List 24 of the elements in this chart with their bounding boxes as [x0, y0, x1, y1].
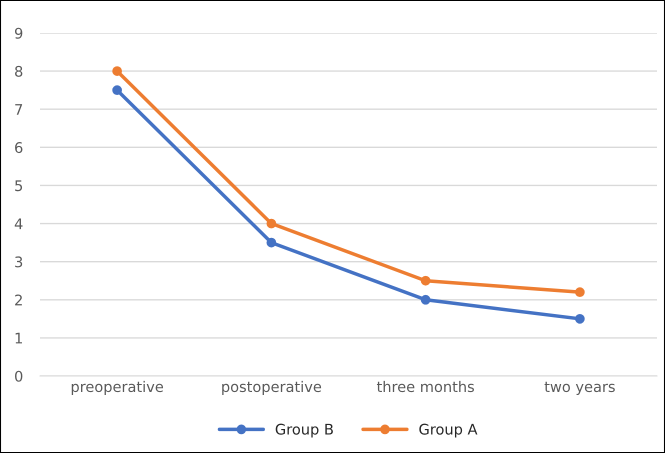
legend-label: Group B — [276, 424, 333, 438]
y-tick-label: 8 — [15, 66, 22, 77]
x-tick-label: two years — [544, 382, 615, 395]
point — [266, 218, 276, 228]
point — [112, 66, 122, 76]
point — [266, 238, 276, 248]
point — [420, 276, 430, 286]
x-tick-label: postoperative — [222, 380, 322, 395]
x-tick-label: preoperative — [72, 380, 164, 395]
x-tick-label: three months — [376, 380, 474, 392]
y-tick-label: 4 — [14, 218, 23, 230]
y-tick-label: 6 — [15, 142, 22, 154]
y-tick-label: 3 — [15, 256, 22, 268]
y-tick-label: 5 — [15, 180, 22, 192]
point — [575, 314, 585, 324]
y-tick-label: 9 — [14, 28, 22, 39]
point — [420, 294, 430, 305]
y-tick-label: 1 — [16, 332, 22, 344]
point — [575, 287, 585, 298]
y-tick-label: 2 — [15, 294, 22, 306]
y-tick-label: 0 — [15, 370, 22, 382]
point — [112, 85, 122, 96]
y-tick-label: 7 — [15, 104, 22, 115]
legend-label: Group A — [419, 424, 478, 438]
